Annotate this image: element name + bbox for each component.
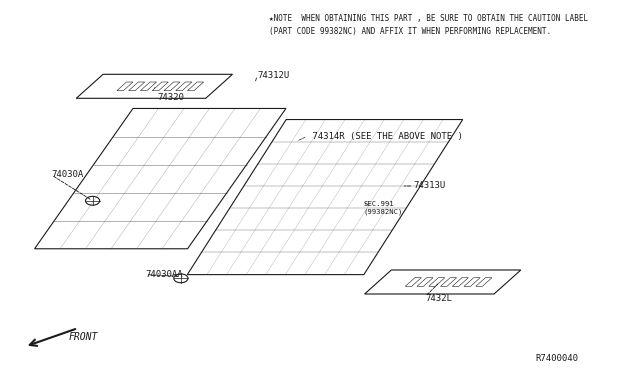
Text: 74030AA: 74030AA (145, 270, 183, 279)
Text: R7400040: R7400040 (535, 354, 578, 363)
Text: 74312U: 74312U (257, 71, 290, 80)
Text: 74314R (SEE THE ABOVE NOTE ): 74314R (SEE THE ABOVE NOTE ) (307, 132, 463, 141)
Text: FRONT: FRONT (69, 332, 99, 342)
Text: ★NOTE  WHEN OBTAINING THIS PART , BE SURE TO OBTAIN THE CAUTION LABEL: ★NOTE WHEN OBTAINING THIS PART , BE SURE… (269, 14, 588, 23)
Text: SEC.991
(99382NC): SEC.991 (99382NC) (364, 201, 403, 215)
Text: 74313U: 74313U (413, 182, 445, 190)
Text: 74030A: 74030A (51, 170, 84, 179)
Text: 74320: 74320 (157, 93, 184, 102)
Text: (PART CODE 99382NC) AND AFFIX IT WHEN PERFORMING REPLACEMENT.: (PART CODE 99382NC) AND AFFIX IT WHEN PE… (269, 27, 551, 36)
Text: 7432L: 7432L (425, 294, 452, 303)
